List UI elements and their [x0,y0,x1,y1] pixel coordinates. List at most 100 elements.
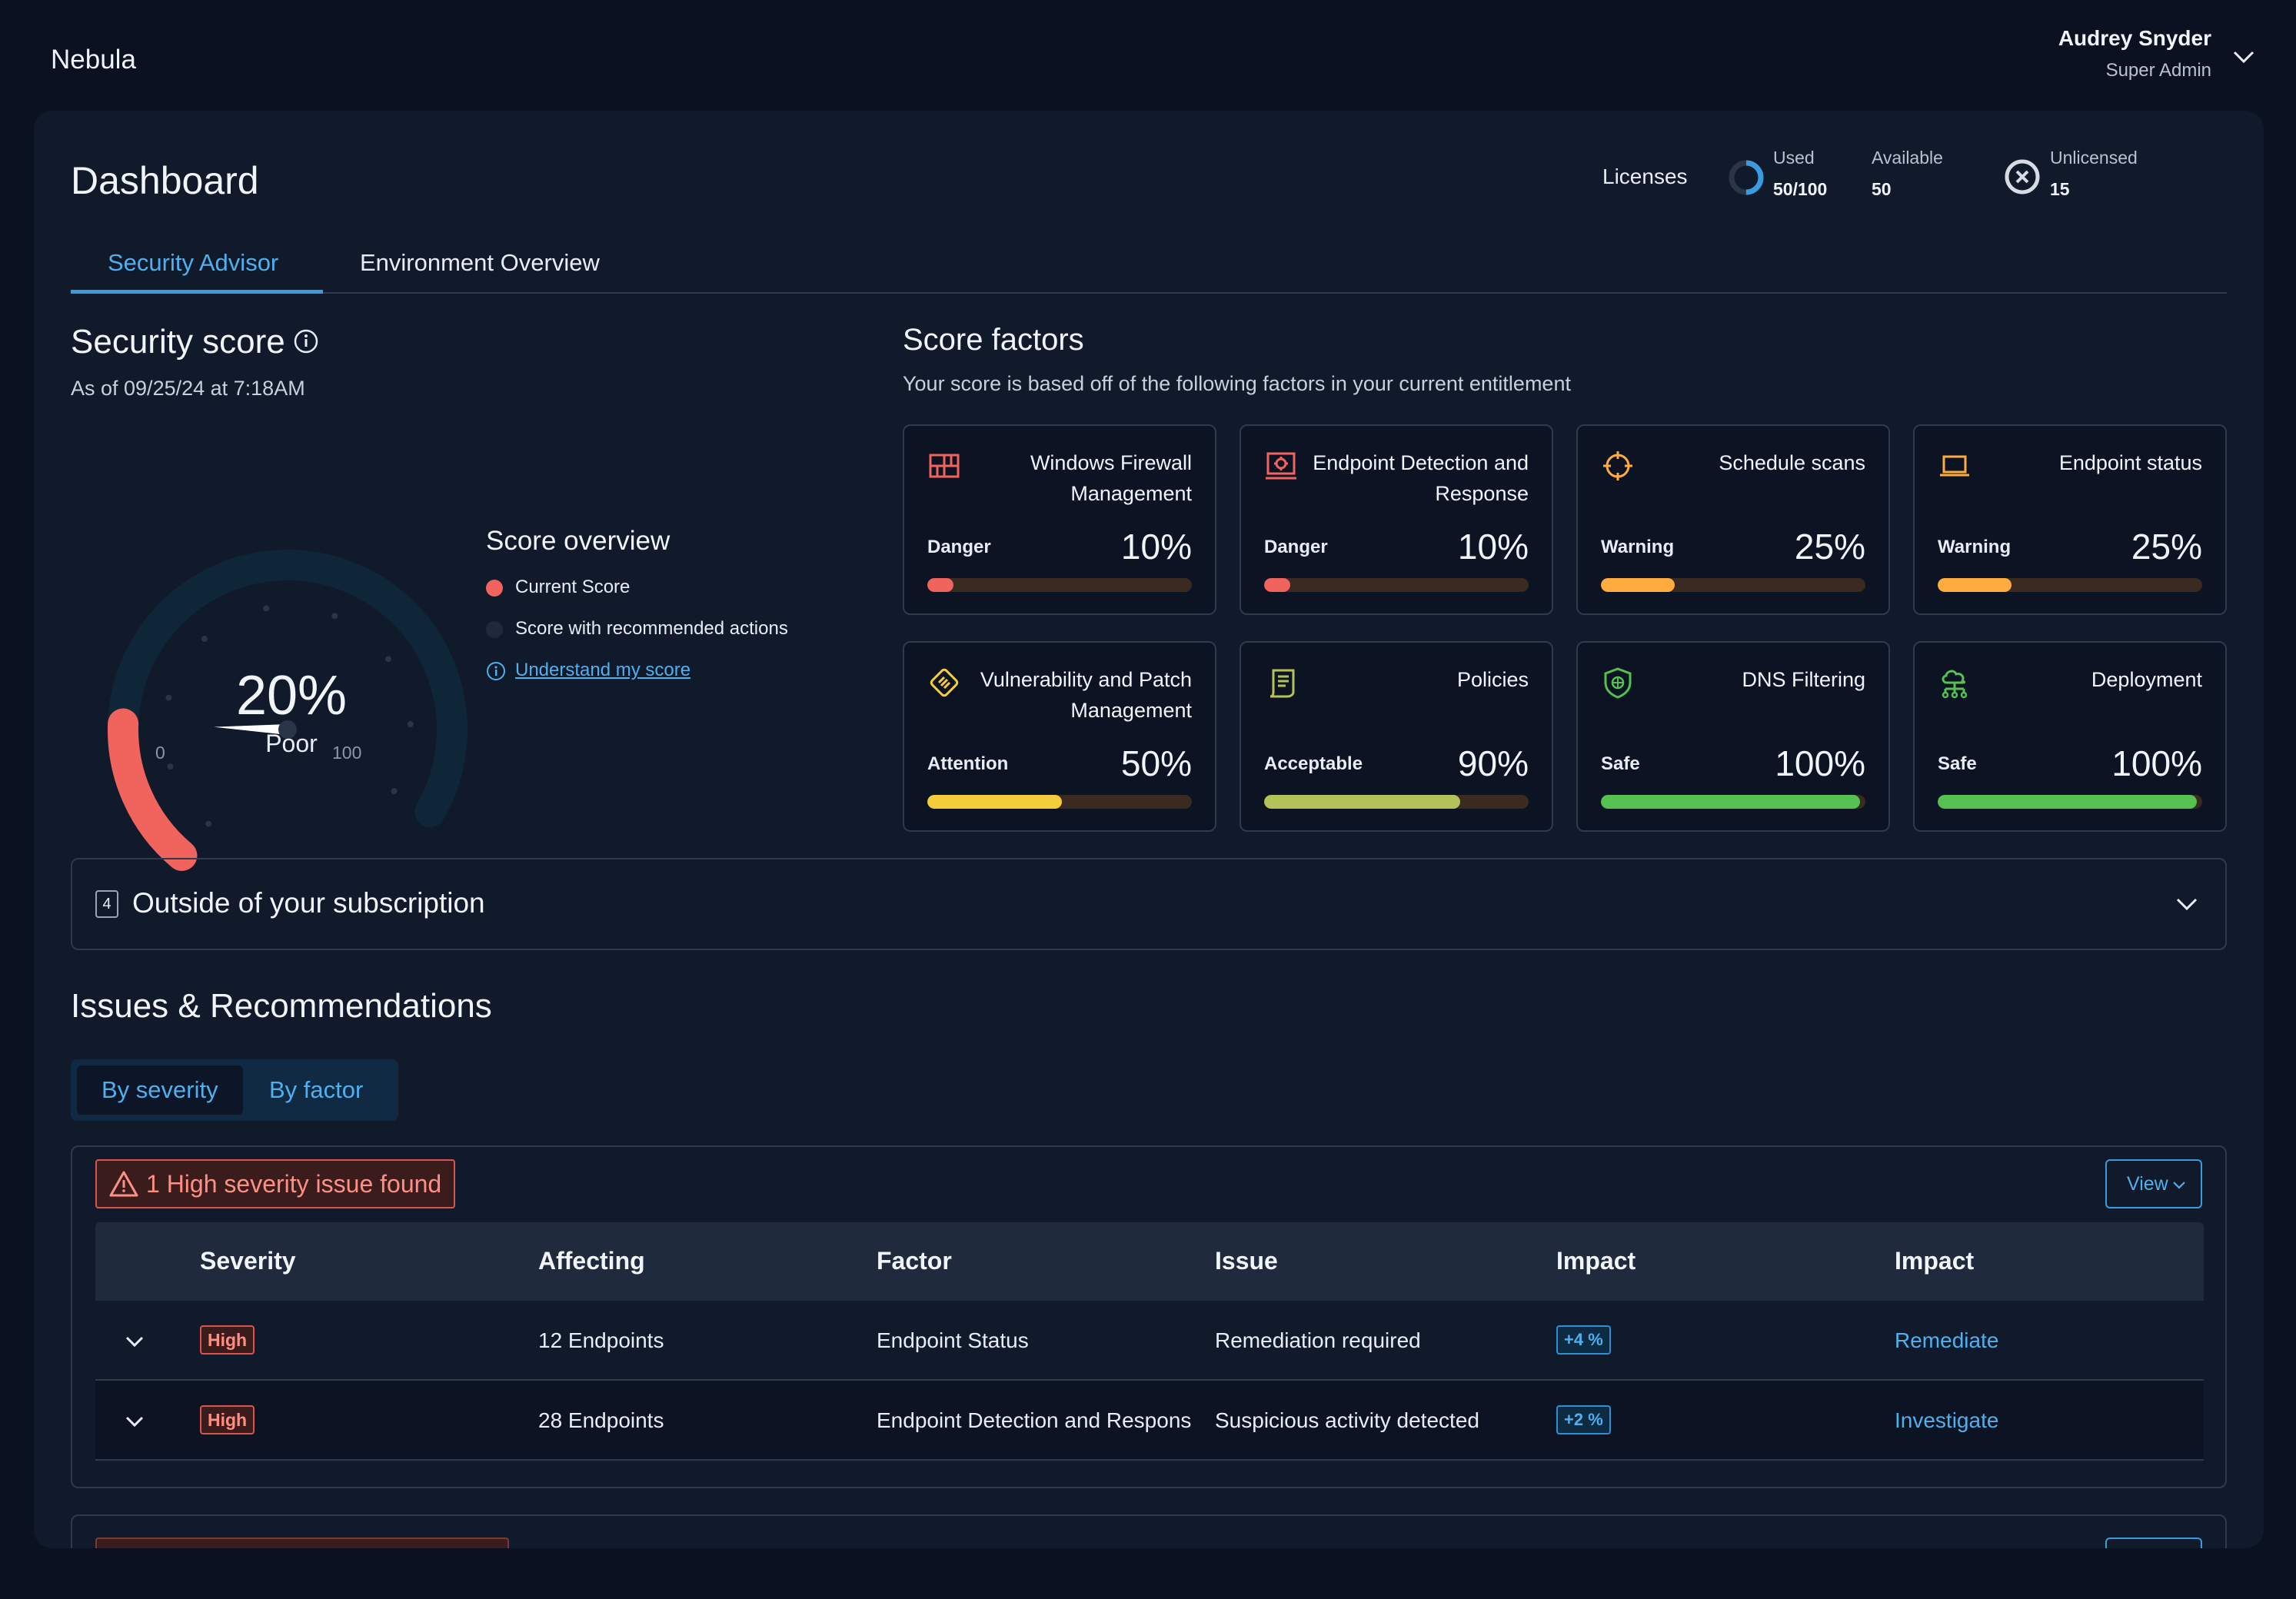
factor-progress-track [1264,578,1529,592]
licenses-available: Available 50 [1872,148,1943,200]
factor-progress-track [1264,795,1529,809]
policy-scroll-icon [1269,669,1295,698]
next-severity-alert [95,1538,509,1548]
by-severity-toggle[interactable]: By severity [77,1065,243,1115]
gauge-tick [263,605,270,612]
issue-cell: Remediation required [1215,1328,1421,1352]
severity-badge: High [200,1405,255,1434]
table-row[interactable]: High 12 Endpoints Endpoint Status Remedi… [95,1301,2204,1381]
licenses-unlicensed: Unlicensed 15 [2050,148,2138,200]
chevron-down-icon [2173,1182,2185,1189]
factor-percent: 10% [1120,527,1192,567]
understand-score-link[interactable]: Understand my score [515,660,691,680]
user-name: Audrey Snyder [2058,26,2211,50]
info-icon[interactable] [292,327,320,355]
subscription-title: Outside of your subscription [132,887,485,919]
factor-percent: 100% [1775,743,1865,783]
available-value: 50 [1872,179,1892,199]
used-label: Used [1773,148,1815,168]
page-title: Dashboard [71,159,259,202]
issue-cell: Suspicious activity detected [1215,1408,1479,1432]
factor-status: Warning [1601,537,1675,557]
severity-alert-text: 1 High severity issue found [146,1170,442,1198]
factor-card-windows-firewall[interactable]: Windows Firewall Management Danger 10% [903,424,1216,615]
column-header-action[interactable]: Impact [1895,1247,1975,1275]
factor-progress-fill [1264,578,1291,592]
factor-progress-fill [1938,795,2198,809]
factor-progress-fill [1264,795,1460,809]
factor-card-endpoint-detection[interactable]: Endpoint Detection and Response Danger 1… [1240,424,1553,615]
chevron-down-icon[interactable] [2171,889,2202,919]
factor-cell: Endpoint Status [877,1328,1029,1352]
factor-percent: 90% [1457,743,1529,783]
chevron-down-icon[interactable] [123,1330,146,1353]
gauge-tick [167,763,174,770]
column-header-factor[interactable]: Factor [877,1247,952,1275]
next-view-dropdown-button[interactable] [2105,1538,2202,1548]
licenses-label: Licenses [1602,165,1688,188]
view-dropdown-button[interactable]: View [2105,1159,2202,1208]
understand-score-row[interactable]: Understand my score [486,660,788,681]
licenses-summary: Licenses Used 50/100 Available 50 Unlice… [1602,148,2202,217]
brand-name: Nebula [51,45,136,75]
column-header-impact[interactable]: Impact [1556,1247,1636,1275]
security-score-gauge [108,550,468,871]
factor-name: Policies [1456,668,1529,691]
factor-name: Vulnerability and Patch Management [980,668,1192,722]
tab-bar [71,246,2227,294]
factor-name: Endpoint status [2058,451,2202,474]
licenses-used: Used 50/100 [1773,148,1827,200]
column-header-affecting[interactable]: Affecting [538,1247,645,1275]
score-factor-cards: Windows Firewall Management Danger 10% E… [903,424,2227,832]
column-header-issue[interactable]: Issue [1215,1247,1278,1275]
factor-card-policies[interactable]: Policies Acceptable 90% [1240,641,1553,832]
current-score-dot [486,580,503,597]
outside-subscription-accordion[interactable]: 4 Outside of your subscription [71,858,2227,950]
crosshair-icon [1603,451,1632,480]
cloud-network-icon [1942,670,1968,699]
gauge-tick [331,613,338,620]
licenses-used-ring [1729,160,1764,195]
impact-badge: +4 % [1556,1325,1611,1355]
user-menu[interactable]: Audrey Snyder Super Admin [2058,26,2211,81]
legend-current-score: Current Score [486,577,788,598]
factor-progress-fill [927,795,1063,809]
factor-status: Attention [927,753,1009,774]
affecting-cell: 28 Endpoints [538,1408,664,1432]
column-header-severity[interactable]: Severity [200,1247,296,1275]
active-tab-indicator [71,290,323,294]
score-value: 20% [235,665,348,726]
table-row[interactable]: High 28 Endpoints Endpoint Detection and… [95,1381,2204,1461]
by-factor-toggle[interactable]: By factor [269,1076,364,1103]
score-factors-subtitle: Your score is based off of the following… [903,372,1571,395]
remediate-link[interactable]: Remediate [1895,1328,1999,1352]
factor-percent: 50% [1120,743,1192,783]
factor-status: Danger [927,537,991,557]
gauge-tick [165,694,172,701]
factor-card-vulnerability[interactable]: Vulnerability and Patch Management Atten… [903,641,1216,832]
gauge-tick [407,721,414,728]
factor-progress-fill [1601,795,1861,809]
tab-environment-overview[interactable]: Environment Overview [360,249,600,276]
endpoint-detection-icon [1266,452,1296,480]
factor-card-deployment[interactable]: Deployment Safe 100% [1913,641,2227,832]
investigate-link[interactable]: Investigate [1895,1408,1999,1432]
warning-triangle-icon [109,1171,138,1197]
chevron-down-icon[interactable] [123,1410,146,1433]
factor-card-dns-filtering[interactable]: DNS Filtering Safe 100% [1576,641,1890,832]
issues-title: Issues & Recommendations [71,987,492,1025]
factor-card-endpoint-status[interactable]: Endpoint status Warning 25% [1913,424,2227,615]
factor-card-schedule-scans[interactable]: Schedule scans Warning 25% [1576,424,1890,615]
factor-percent: 10% [1457,527,1529,567]
chevron-down-icon[interactable] [2230,43,2258,71]
issues-view-toggle: By severity By factor [71,1059,398,1121]
firewall-icon [929,454,960,478]
patch-icon [930,668,959,697]
top-bar: Nebula Audrey Snyder Super Admin [0,0,2296,111]
tab-security-advisor[interactable]: Security Advisor [108,249,279,276]
shield-globe-icon [1604,667,1632,699]
factor-name: DNS Filtering [1742,668,1865,691]
gauge-tick [201,636,208,643]
gauge-tick [385,656,392,663]
factor-progress-track [1601,795,1865,809]
